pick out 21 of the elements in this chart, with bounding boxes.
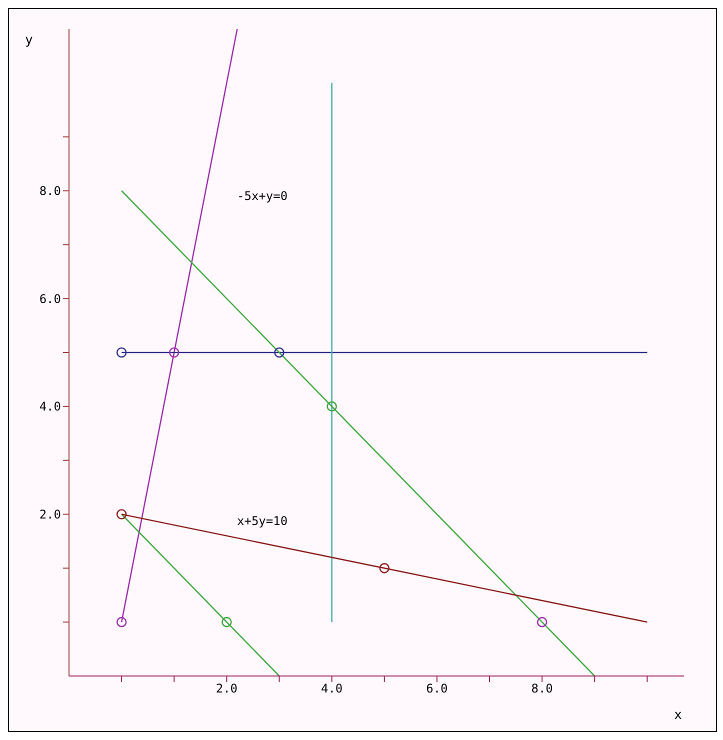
y-tick-label: 6.0 — [39, 292, 61, 306]
point — [274, 347, 284, 358]
x-tick-label: 8.0 — [531, 682, 553, 696]
annotation: -5x+y=0 — [237, 189, 288, 203]
point — [116, 509, 127, 520]
x-axis-title: x — [674, 708, 682, 723]
point — [116, 616, 127, 628]
x-tick-label: 6.0 — [426, 682, 448, 696]
point — [379, 563, 390, 574]
y-tick-label: 4.0 — [39, 400, 61, 414]
y-axis-title: y — [25, 33, 33, 48]
point — [326, 401, 337, 412]
point — [168, 347, 180, 358]
y-tick-label: 8.0 — [39, 184, 61, 198]
point — [222, 616, 232, 628]
point — [536, 616, 548, 628]
annotation: x+5y=10 — [237, 514, 288, 528]
y-tick-label: 2.0 — [39, 508, 61, 522]
point — [116, 347, 127, 358]
x-tick-label: 4.0 — [320, 682, 343, 696]
x-tick-label: 2.0 — [216, 682, 238, 696]
